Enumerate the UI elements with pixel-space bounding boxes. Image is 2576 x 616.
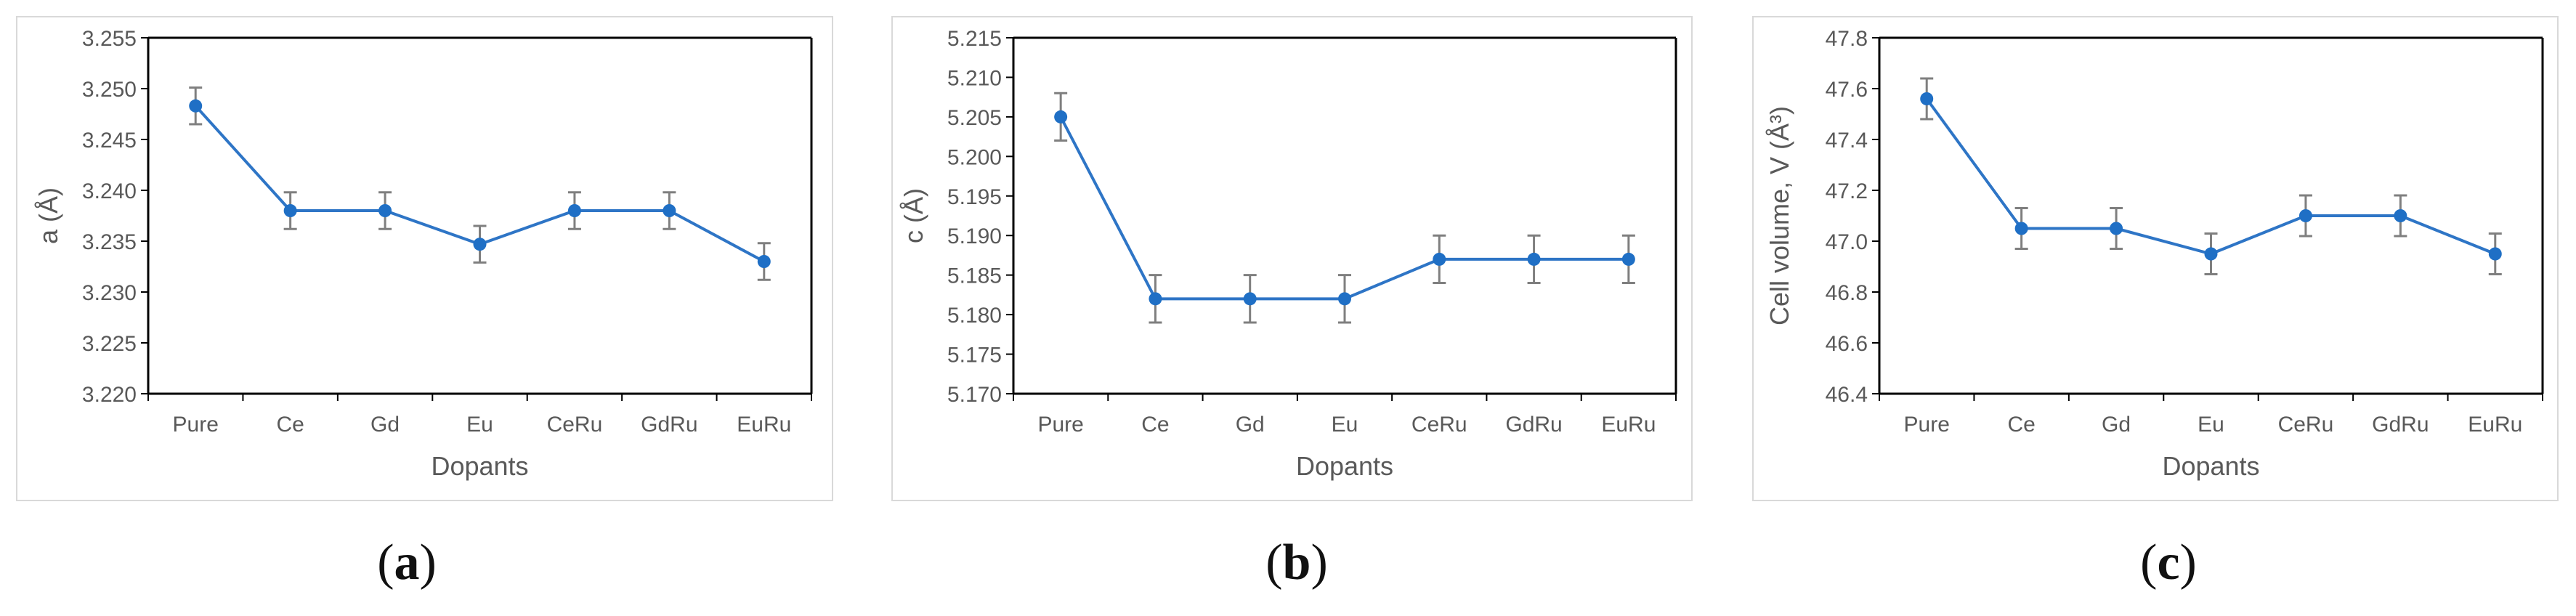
data-point <box>1920 92 1934 105</box>
series-line <box>1925 97 2496 256</box>
panel-label-b: (b) <box>1265 535 1328 591</box>
y-tick-label: 47.4 <box>1826 129 1868 153</box>
x-tick-label: Eu <box>2198 413 2224 437</box>
chart-c: 46.4 46.6 46.8 47.0 47.2 47.4 47.6 47.8 Pure Ce Gd… <box>1765 27 2544 481</box>
data-point <box>2394 209 2407 222</box>
x-tick-label: Pure <box>173 413 219 437</box>
data-point <box>2110 222 2123 235</box>
panel-label-c: (c) <box>2140 535 2197 591</box>
data-point <box>2298 209 2312 222</box>
x-tick-label: Pure <box>1037 413 1083 437</box>
y-tick-label: 46.6 <box>1826 332 1868 356</box>
y-tick-label: 5.185 <box>947 264 1002 288</box>
x-tick-label: EuRu <box>737 413 791 437</box>
y-axis-label: a (Å) <box>33 187 63 244</box>
x-tick-label: GdRu <box>2372 413 2429 437</box>
x-tick-label: Eu <box>466 413 493 437</box>
y-tick-label: 5.200 <box>947 145 1002 169</box>
x-tick-label: EuRu <box>1601 413 1656 437</box>
data-point <box>473 238 487 251</box>
y-axis-label: Cell volume, V (Å³) <box>1765 106 1794 325</box>
x-tick-label: Ce <box>276 413 304 437</box>
data-point <box>1433 252 1446 266</box>
data-point <box>189 99 203 113</box>
data-point <box>283 204 297 217</box>
data-point <box>1621 252 1635 266</box>
data-point <box>2488 247 2502 261</box>
y-tick-label: 5.175 <box>947 344 1002 368</box>
data-point <box>1149 292 1162 306</box>
x-tick-label: GdRu <box>641 413 697 437</box>
x-axis-label: Dopants <box>1296 451 1393 481</box>
y-tick-label: 47.8 <box>1826 27 1868 51</box>
data-point <box>1338 292 1351 306</box>
y-tick-label: 47.6 <box>1826 78 1868 102</box>
y-tick-label: 3.245 <box>82 129 137 153</box>
x-tick-label: CeRu <box>547 413 603 437</box>
y-tick-label: 3.230 <box>82 281 137 305</box>
y-tick-label: 5.170 <box>947 383 1002 407</box>
data-point <box>757 255 771 268</box>
data-point <box>663 204 676 217</box>
x-axis-label: Dopants <box>2162 451 2259 481</box>
y-tick-label: 5.195 <box>947 185 1002 209</box>
x-tick-label: Gd <box>370 413 400 437</box>
data-point <box>2204 247 2218 261</box>
x-tick-label: EuRu <box>2468 413 2522 437</box>
y-tick-label: 3.225 <box>82 332 137 356</box>
y-tick-label: 3.240 <box>82 179 137 203</box>
x-tick-label: Ce <box>2007 413 2035 437</box>
data-point <box>378 204 392 217</box>
y-tick-label: 46.8 <box>1826 281 1868 305</box>
x-tick-label: Eu <box>1332 413 1358 437</box>
chart-frame-a <box>16 16 833 501</box>
x-tick-label: GdRu <box>1505 413 1562 437</box>
y-tick-label: 5.205 <box>947 106 1002 130</box>
panel-label-a: (a) <box>377 535 437 591</box>
y-tick-label: 5.210 <box>947 66 1002 90</box>
x-tick-label: CeRu <box>2278 413 2334 437</box>
x-tick-label: Ce <box>1141 413 1169 437</box>
y-axis-label: c (Å) <box>899 188 928 243</box>
x-tick-label: CeRu <box>1411 413 1467 437</box>
y-tick-label: 3.235 <box>82 230 137 254</box>
x-tick-label: Gd <box>1236 413 1265 437</box>
series-line <box>1059 115 1629 301</box>
y-tick-label: 3.255 <box>82 27 137 51</box>
data-point <box>1054 110 1068 123</box>
x-tick-label: Gd <box>2102 413 2131 437</box>
y-tick-label: 5.180 <box>947 304 1002 328</box>
data-point <box>567 204 581 217</box>
data-point <box>1527 252 1541 266</box>
x-tick-label: Pure <box>1904 413 1950 437</box>
y-tick-label: 3.250 <box>82 78 137 102</box>
chart-a: 3.220 3.225 3.230 3.235 3.240 3.245 3.250 3.255… <box>33 27 813 481</box>
y-tick-label: 47.0 <box>1826 230 1868 254</box>
y-tick-label: 47.2 <box>1826 179 1868 203</box>
data-point <box>1243 292 1257 306</box>
chart-frame-b <box>891 16 1693 501</box>
y-tick-label: 5.190 <box>947 224 1002 248</box>
data-point <box>2014 222 2028 235</box>
y-tick-label: 5.215 <box>947 27 1002 51</box>
chart-frame-c <box>1752 16 2559 501</box>
y-tick-label: 3.220 <box>82 383 137 407</box>
y-tick-label: 46.4 <box>1826 383 1868 407</box>
x-axis-label: Dopants <box>431 451 528 481</box>
chart-b: 5.170 5.175 5.180 5.185 5.190 5.195 5.200 5.205… <box>899 27 1677 481</box>
